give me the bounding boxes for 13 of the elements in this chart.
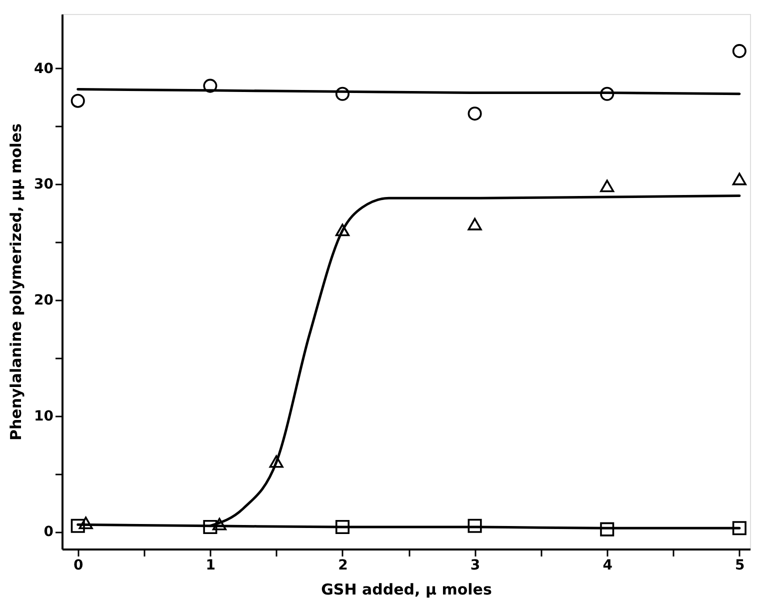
x-tick-label: 4: [602, 558, 613, 574]
x-tick-label: 0: [74, 558, 84, 574]
y-tick-label: 40: [34, 60, 54, 77]
x-tick-label: 5: [735, 558, 745, 574]
x-tick-label: 2: [338, 558, 348, 574]
x-tick-label: 3: [470, 558, 480, 574]
x-axis-title: GSH added, μ moles: [321, 580, 492, 598]
y-tick-label: 0: [44, 524, 54, 540]
y-tick-label: 10: [34, 408, 54, 424]
y-tick-label: 30: [34, 176, 54, 193]
x-tick-label: 1: [206, 558, 216, 574]
y-tick-label: 20: [34, 292, 54, 309]
y-axis-title: Phenylalanine polymerized, μμ moles: [7, 123, 26, 441]
